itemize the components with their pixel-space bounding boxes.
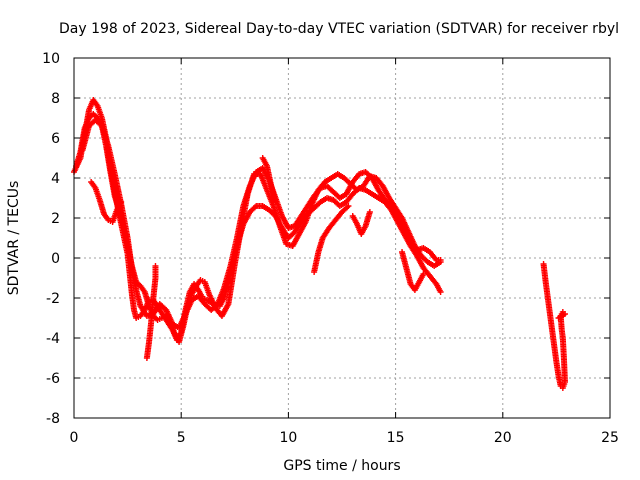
data-point: [420, 271, 427, 277]
plot-frame: [73, 57, 611, 419]
y-tick-label: -4: [46, 331, 60, 347]
data-point: [437, 289, 444, 295]
data-points: [71, 97, 568, 391]
x-tick-label: 25: [601, 430, 619, 446]
grid: [74, 58, 610, 418]
y-tick-label: -6: [46, 371, 60, 387]
series-track-c: [79, 117, 444, 331]
x-tick-label: 0: [70, 430, 79, 446]
data-point: [555, 315, 562, 321]
y-tick-label: 2: [51, 211, 60, 227]
y-tick-label: 8: [51, 91, 60, 107]
data-point: [345, 203, 352, 209]
x-tick-label: 10: [279, 430, 297, 446]
chart-title: Day 198 of 2023, Sidereal Day-to-day VTE…: [59, 21, 619, 37]
series-branch-3: [259, 155, 279, 205]
y-tick-label: 6: [51, 131, 60, 147]
x-tick-label: 15: [387, 430, 405, 446]
y-tick-label: 0: [51, 251, 60, 267]
data-point: [251, 204, 258, 211]
x-tick-label: 5: [177, 430, 186, 446]
y-axis-label: SDTVAR / TECUs: [6, 181, 22, 296]
data-point: [152, 263, 159, 269]
y-tick-label: -2: [46, 291, 60, 307]
series-branch-2: [143, 263, 159, 361]
axis-ticks: [73, 57, 611, 419]
data-point: [344, 204, 351, 211]
tick-labels: 0 5 10 15 20 25 -8 -6 -4 -2 0 2 4 6 8 10: [42, 51, 619, 446]
y-tick-label: -8: [46, 411, 60, 427]
series-track-late: [540, 261, 568, 391]
data-point: [272, 199, 279, 205]
y-tick-label: 4: [51, 171, 60, 187]
data-point: [437, 257, 444, 263]
series-branch-5: [349, 209, 373, 237]
y-tick-label: 10: [42, 51, 60, 67]
x-axis-label: GPS time / hours: [283, 458, 400, 474]
series-branch-6: [399, 249, 427, 293]
data-point: [118, 199, 125, 205]
series-branch-1: [88, 179, 125, 225]
data-point: [366, 209, 373, 215]
series-branch-4: [311, 203, 352, 275]
x-tick-label: 20: [494, 430, 512, 446]
